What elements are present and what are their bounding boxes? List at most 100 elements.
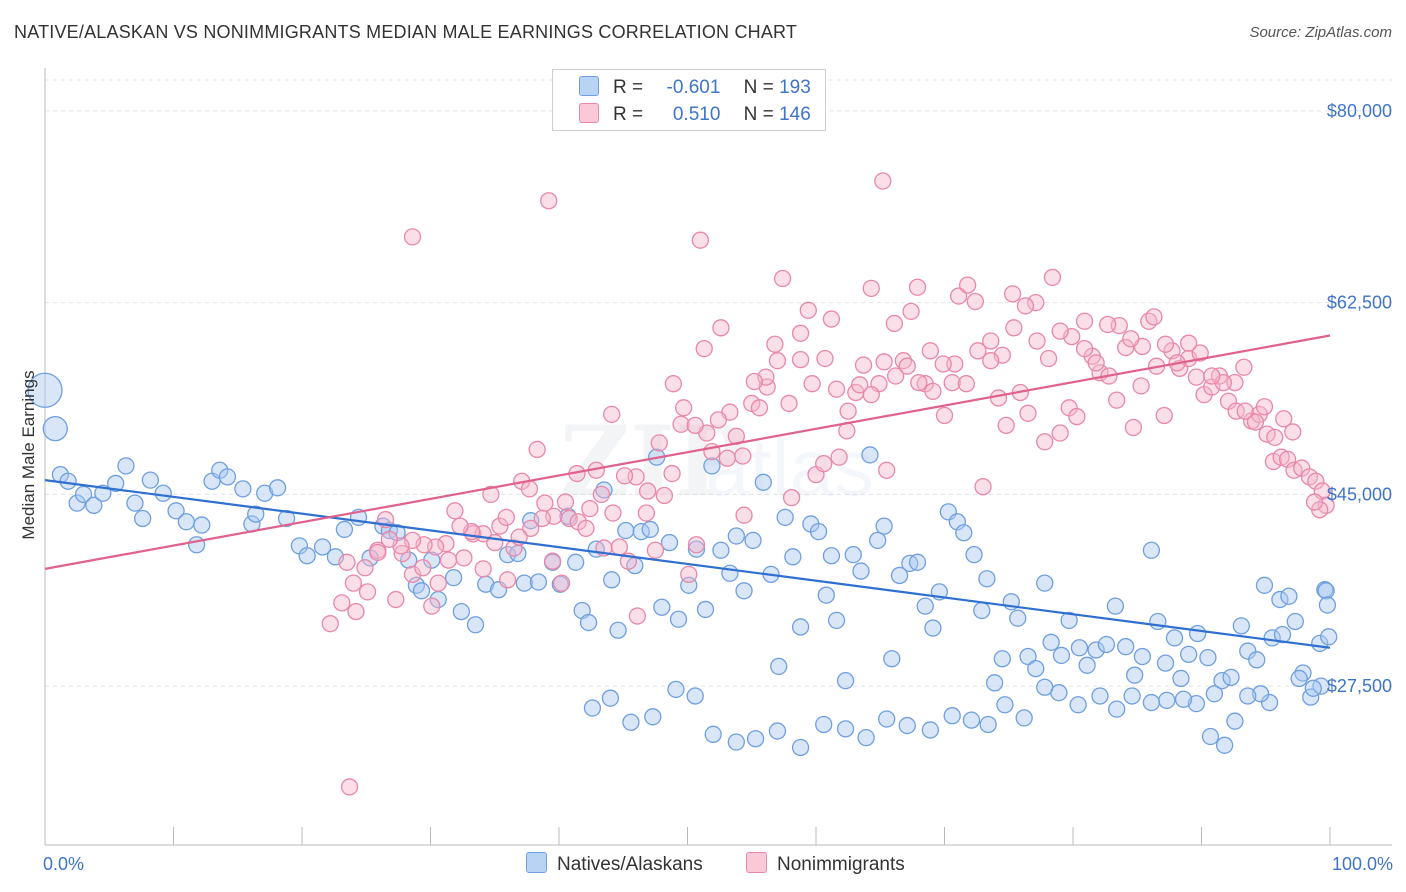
nonimmigrant-point bbox=[497, 508, 515, 527]
y-tick-label: $80,000 bbox=[1327, 101, 1392, 121]
blue-legend-swatch bbox=[526, 852, 547, 873]
legend-natives-label: Natives/Alaskans bbox=[557, 854, 703, 875]
nonimmigrant-point bbox=[603, 405, 621, 424]
native-point bbox=[1097, 635, 1116, 654]
nonimmigrant-point bbox=[782, 489, 801, 507]
nonimmigrant-point bbox=[745, 372, 763, 391]
nonimmigrant-point bbox=[646, 541, 665, 559]
native-point bbox=[1172, 669, 1190, 688]
native-point bbox=[776, 508, 794, 527]
native-point bbox=[452, 602, 470, 621]
native-point bbox=[603, 571, 621, 589]
native-point bbox=[822, 547, 841, 565]
n-value-natives: 193 bbox=[779, 77, 811, 98]
native-point bbox=[1069, 696, 1087, 714]
native-point bbox=[1222, 668, 1240, 687]
native-point bbox=[973, 601, 991, 620]
nonimmigrant-point bbox=[482, 485, 500, 504]
nonimmigrant-point bbox=[989, 389, 1008, 407]
native-point bbox=[1226, 712, 1244, 730]
legend-row-natives: R = -0.601 N = 193 bbox=[579, 76, 811, 100]
nonimmigrant-point bbox=[1075, 312, 1094, 330]
nonimmigrant-point bbox=[768, 352, 787, 370]
native-point bbox=[1091, 687, 1109, 705]
native-point bbox=[1027, 659, 1045, 678]
native-point bbox=[27, 372, 63, 408]
native-point bbox=[622, 713, 640, 731]
nonimmigrant-point bbox=[982, 352, 1000, 370]
native-point bbox=[1232, 617, 1250, 635]
nonimmigrant-point bbox=[403, 565, 422, 584]
native-point bbox=[1070, 639, 1089, 657]
blue-swatch bbox=[579, 76, 599, 96]
native-point bbox=[985, 674, 1004, 692]
nonimmigrant-point bbox=[522, 519, 540, 537]
x-tick-label: 0.0% bbox=[43, 854, 84, 874]
native-point bbox=[167, 502, 185, 520]
legend-nonimmigrants: Nonimmigrants bbox=[746, 852, 905, 876]
nonimmigrant-point bbox=[429, 574, 447, 592]
nonimmigrant-point bbox=[712, 319, 730, 337]
native-point bbox=[1142, 541, 1161, 559]
native-point bbox=[744, 531, 762, 550]
nonimmigrant-point bbox=[718, 449, 736, 467]
nonimmigrant-point bbox=[803, 375, 821, 393]
nonimmigrant-point bbox=[356, 559, 374, 577]
native-point bbox=[836, 671, 855, 690]
nonimmigrant-point bbox=[874, 172, 892, 190]
nonimmigrant-point bbox=[639, 482, 657, 500]
native-point bbox=[1201, 727, 1220, 746]
nonimmigrant-point bbox=[691, 231, 709, 249]
native-point bbox=[754, 473, 772, 491]
nonimmigrant-point bbox=[1043, 268, 1062, 287]
source-label: Source: ZipAtlas.com bbox=[1249, 24, 1392, 41]
native-point bbox=[583, 699, 602, 717]
nonimmigrant-point bbox=[491, 517, 509, 535]
native-point bbox=[703, 457, 721, 475]
native-point bbox=[1263, 629, 1281, 647]
native-point bbox=[1260, 693, 1279, 712]
native-point bbox=[996, 696, 1014, 714]
native-point bbox=[193, 516, 211, 534]
nonimmigrant-point bbox=[902, 302, 920, 321]
nonimmigrant-point bbox=[934, 355, 952, 373]
native-point bbox=[335, 520, 354, 539]
nonimmigrant-point bbox=[655, 486, 674, 505]
nonimmigrant-point bbox=[686, 416, 704, 434]
native-point bbox=[1280, 587, 1298, 605]
nonimmigrant-point bbox=[822, 310, 841, 328]
native-point bbox=[1078, 656, 1096, 674]
nonimmigrant-point bbox=[581, 499, 599, 518]
nonimmigrant-point bbox=[1227, 402, 1245, 420]
nonimmigrant-point bbox=[1122, 330, 1140, 348]
nonimmigrant-point bbox=[1003, 285, 1022, 303]
native-point bbox=[978, 570, 996, 588]
nonimmigrant-point bbox=[851, 376, 869, 394]
nonimmigrant-point bbox=[520, 480, 539, 498]
native-point bbox=[1108, 700, 1126, 718]
native-point bbox=[234, 480, 252, 498]
nonimmigrant-point bbox=[827, 380, 846, 398]
native-point bbox=[669, 610, 688, 628]
nonimmigrant-point bbox=[830, 448, 848, 466]
nonimmigrant-point bbox=[1305, 493, 1324, 511]
native-point bbox=[1165, 629, 1184, 647]
nonimmigrant-point bbox=[474, 560, 492, 578]
nonimmigrant-point bbox=[887, 367, 905, 385]
nonimmigrant-point bbox=[969, 342, 987, 360]
native-point bbox=[400, 551, 418, 569]
native-point bbox=[770, 657, 788, 676]
nonimmigrant-point bbox=[552, 574, 571, 592]
nonimmigrant-point bbox=[854, 356, 873, 374]
native-point bbox=[126, 494, 144, 512]
grid-lines bbox=[45, 79, 1392, 687]
nonimmigrant-point bbox=[921, 342, 940, 360]
tick-labels: $27,500 $45,000 $62,500 $80,000 0.0% 100.0% bbox=[43, 101, 1393, 874]
native-point bbox=[1180, 645, 1198, 663]
native-point bbox=[1117, 638, 1135, 656]
nonimmigrant-point bbox=[333, 594, 351, 612]
native-point bbox=[601, 689, 620, 707]
nonimmigrant-point bbox=[734, 447, 752, 465]
nonimmigrant-point bbox=[1284, 423, 1302, 441]
